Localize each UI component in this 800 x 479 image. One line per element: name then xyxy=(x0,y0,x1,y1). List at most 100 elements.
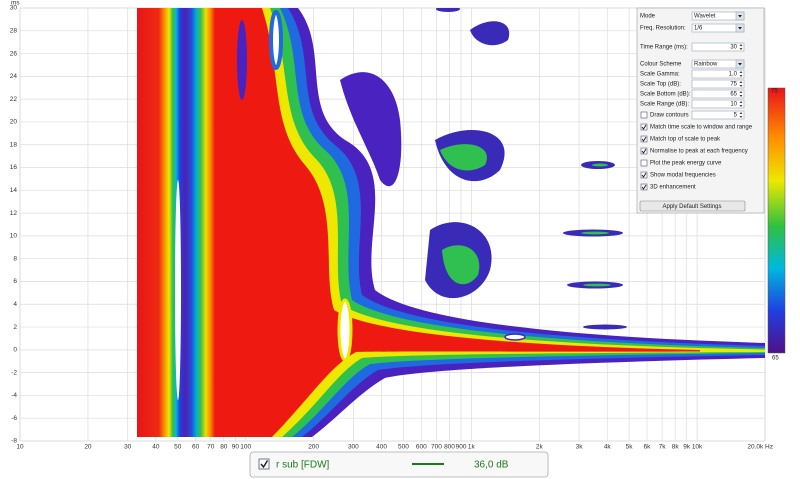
y-tick-label: 16 xyxy=(10,164,18,171)
x-tick-label: 3k xyxy=(576,444,584,451)
setting-spin[interactable] xyxy=(691,89,745,99)
setting-value: 5 xyxy=(734,113,738,119)
checkbox-label: Plot the peak energy curve xyxy=(650,161,722,167)
spectrogram xyxy=(137,8,765,437)
x-tick-label: 40 xyxy=(152,444,160,451)
setting-label: Time Range (ms): xyxy=(640,45,688,51)
y-tick-label: 6 xyxy=(13,278,17,285)
setting-value: 30 xyxy=(730,45,737,51)
legend-frame xyxy=(249,451,549,478)
checkbox-label: Show modal frequencies xyxy=(650,173,716,179)
setting-label: Scale Bottom (dB): xyxy=(640,92,691,98)
setting-value: 1/6 xyxy=(694,26,703,32)
apply-defaults-label: Apply Default Settings xyxy=(662,204,721,210)
setting-spin[interactable] xyxy=(691,110,745,120)
checkbox[interactable] xyxy=(640,111,648,119)
setting-label: Colour Scheme xyxy=(640,62,682,68)
x-tick-label: 500 xyxy=(398,444,409,451)
setting-label: Mode xyxy=(640,14,656,20)
y-tick-label: 8 xyxy=(13,255,17,262)
y-tick-label: 18 xyxy=(10,141,18,148)
checkbox-label: Match time scale to window and range xyxy=(650,125,753,131)
x-tick-label: 900 xyxy=(456,444,467,451)
checkmark xyxy=(641,172,647,178)
x-tick-label: 400 xyxy=(376,444,387,451)
setting-value: 75 xyxy=(730,82,737,88)
setting-value: 10 xyxy=(730,102,737,108)
x-tick-label: 10 xyxy=(16,444,24,451)
x-tick-label: 60 xyxy=(192,444,200,451)
checkbox[interactable] xyxy=(640,135,648,143)
x-tick-label: 30 xyxy=(124,444,132,451)
setting-value: 65 xyxy=(730,92,737,98)
legend-checkbox[interactable] xyxy=(258,458,270,470)
y-tick-label: 20 xyxy=(10,119,18,126)
x-tick-label: 20 xyxy=(84,444,92,451)
y-tick-label: 26 xyxy=(10,50,18,57)
x-tick-label: 5k xyxy=(626,444,634,451)
dropdown-arrow xyxy=(738,27,742,30)
y-tick-label: 4 xyxy=(13,301,17,308)
setting-label: Scale Gamma: xyxy=(640,72,680,78)
checkbox-label: Normalise to peak at each frequency xyxy=(650,149,748,155)
checkbox[interactable] xyxy=(640,171,648,179)
y-tick-label: -6 xyxy=(11,415,17,422)
setting-spin[interactable] xyxy=(691,42,745,52)
spinner[interactable] xyxy=(739,112,743,118)
checkbox[interactable] xyxy=(640,147,648,155)
setting-spin[interactable] xyxy=(691,99,745,109)
setting-label: Scale Top (dB): xyxy=(640,82,681,88)
y-tick-label: 30 xyxy=(10,5,18,12)
checkbox-label: 3D enhancement xyxy=(650,185,696,191)
spinner[interactable] xyxy=(739,44,743,50)
dropdown-arrow xyxy=(738,15,742,18)
spinner[interactable] xyxy=(739,91,743,97)
checkbox[interactable] xyxy=(640,183,648,191)
setting-value: Wavelet xyxy=(694,14,716,20)
y-tick-label: 22 xyxy=(10,96,18,103)
checkbox[interactable] xyxy=(640,123,648,131)
checkbox-label: Draw contours xyxy=(650,113,689,119)
setting-label: Scale Range (dB): xyxy=(640,102,689,108)
apply-defaults-button[interactable] xyxy=(639,200,746,212)
y-tick-label: -2 xyxy=(11,369,17,376)
x-tick-label: 700 xyxy=(431,444,442,451)
y-tick-label: 24 xyxy=(10,73,18,80)
setting-label: Freq. Resolution: xyxy=(640,26,686,32)
color-scale-min: 65 xyxy=(772,356,779,362)
color-scale-bar xyxy=(767,87,786,354)
checkbox-label: Match top of scale to peak xyxy=(650,137,721,143)
y-tick-label: 12 xyxy=(10,210,18,217)
spinner[interactable] xyxy=(739,71,743,77)
x-tick-label: 100 xyxy=(240,444,251,451)
dropdown-arrow xyxy=(738,63,742,66)
x-tick-label: 80 xyxy=(220,444,228,451)
x-tick-label: 8k xyxy=(672,444,680,451)
x-tick-label: 4k xyxy=(604,444,612,451)
setting-value: 1,0 xyxy=(729,72,738,78)
checkbox[interactable] xyxy=(640,159,648,167)
x-tick-label: 6k xyxy=(644,444,652,451)
spinner[interactable] xyxy=(739,81,743,87)
setting-spin[interactable] xyxy=(691,69,745,79)
spinner[interactable] xyxy=(739,101,743,107)
legend-checkmark xyxy=(260,460,269,469)
x-tick-label: 9k xyxy=(683,444,691,451)
x-tick-label: 300 xyxy=(348,444,359,451)
settings-panel: Mode Wavelet Freq. Resolution: 1/6 Time Rang… xyxy=(636,7,765,214)
checkmark xyxy=(641,148,647,154)
y-tick-label: 14 xyxy=(10,187,18,194)
legend-value: 36,0 dB xyxy=(474,460,509,471)
checkmark xyxy=(641,136,647,142)
panel-rows: Mode Wavelet Freq. Resolution: 1/6 Time Rang… xyxy=(640,11,753,191)
legend-name: r sub [FDW] xyxy=(276,460,330,471)
x-tick-label: 2k xyxy=(536,444,544,451)
x-tick-label: 10k xyxy=(692,444,703,451)
setting-spin[interactable] xyxy=(691,79,745,89)
x-tick-label: 200 xyxy=(308,444,319,451)
x-tick-label: 90 xyxy=(232,444,240,451)
y-tick-label: 0 xyxy=(13,347,17,354)
legend: r sub [FDW] 36,0 dB xyxy=(249,451,549,478)
